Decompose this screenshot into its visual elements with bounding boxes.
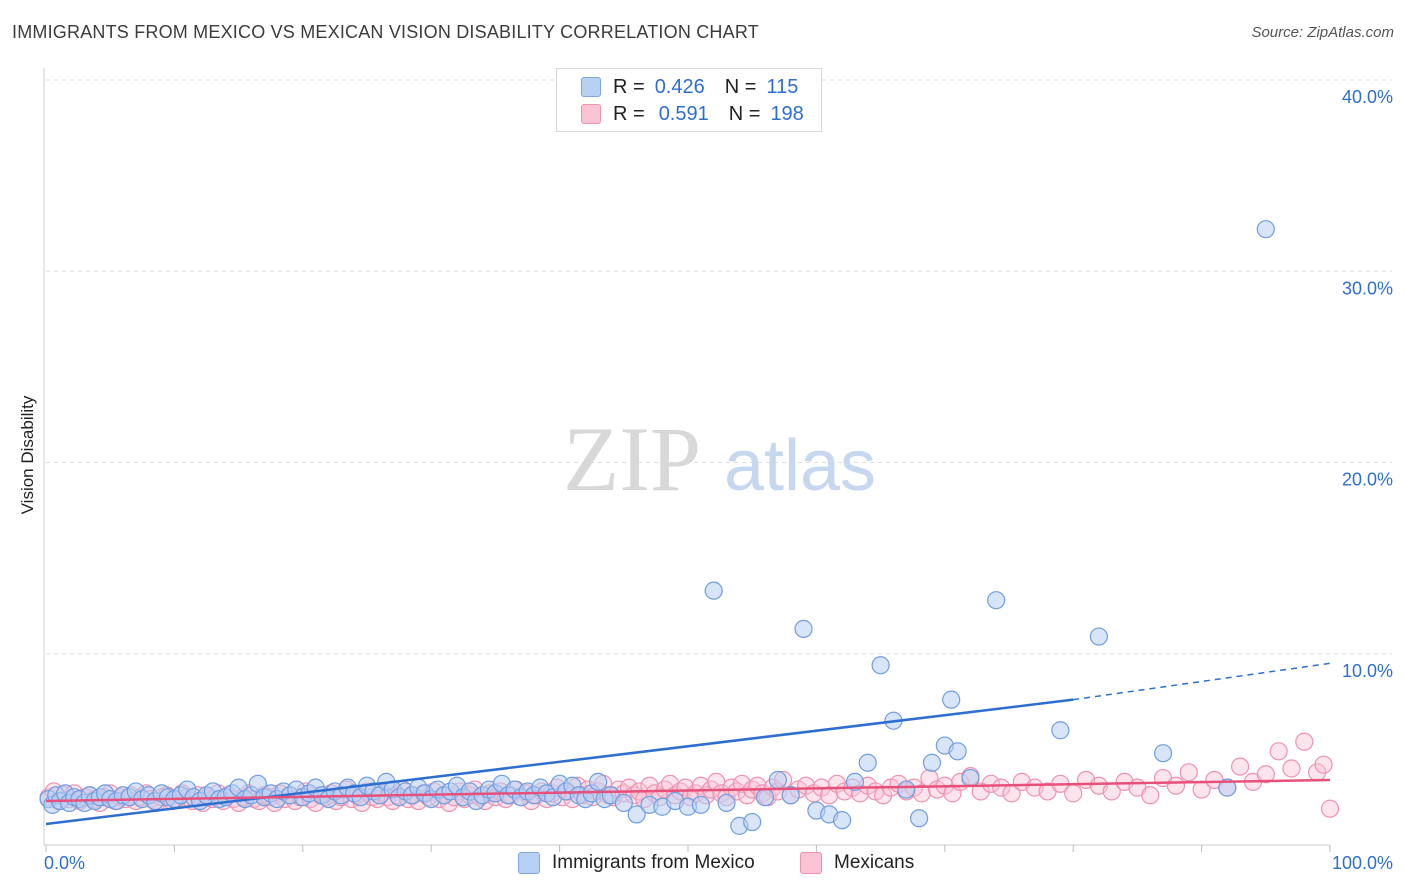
data-point-immigrants <box>922 753 942 772</box>
data-point-mexicans <box>676 778 695 797</box>
correlation-legend: R = 0.426 N = 115 R = 0.591 N = 198 <box>556 68 822 132</box>
bottom-legend-swatch-blue <box>518 852 540 874</box>
y-tick-label: 20.0% <box>1342 470 1393 490</box>
data-point-mexicans <box>732 774 752 793</box>
data-point-immigrants <box>1051 721 1070 740</box>
watermark-atlas: atlas <box>724 426 876 506</box>
trend-line-immigrants-extension <box>1073 662 1331 701</box>
data-point-mexicans <box>1314 755 1333 774</box>
data-point-mexicans <box>1166 776 1186 795</box>
data-point-immigrants <box>627 805 646 824</box>
data-point-immigrants <box>691 795 710 814</box>
data-point-mexicans <box>992 778 1011 797</box>
data-point-immigrants <box>704 581 723 600</box>
data-point-mexicans <box>1064 784 1083 803</box>
bottom-legend-label: Mexicans <box>834 852 915 873</box>
data-point-mexicans <box>1141 786 1160 805</box>
source-label: Source: ZipAtlas.com <box>1251 24 1394 41</box>
legend-r-label: R = <box>613 75 645 98</box>
data-point-immigrants <box>871 656 890 675</box>
legend-r-value: 0.426 <box>654 75 705 98</box>
data-point-mexicans <box>660 774 680 793</box>
data-point-immigrants <box>942 690 961 709</box>
data-point-immigrants <box>910 809 929 828</box>
data-point-immigrants <box>755 788 775 807</box>
grid-lines <box>46 79 1392 655</box>
x-tick-label: 100.0% <box>1332 853 1393 873</box>
legend-n-label: N = <box>728 102 761 125</box>
data-point-immigrants <box>743 812 762 832</box>
y-axis-label: Vision Disability <box>18 395 37 515</box>
data-point-immigrants <box>768 770 787 790</box>
data-point-immigrants <box>614 793 633 813</box>
bottom-legend-label: Immigrants from Mexico <box>552 852 755 873</box>
data-point-immigrants <box>589 772 608 791</box>
legend-swatch-pink <box>581 104 601 124</box>
axes <box>43 68 1331 852</box>
legend-row-immigrants: R = 0.426 N = 115 <box>581 74 798 100</box>
data-point-mexicans <box>1179 763 1198 782</box>
data-point-immigrants <box>845 772 865 791</box>
chart-title: IMMIGRANTS FROM MEXICO VS MEXICAN VISION… <box>12 22 759 42</box>
legend-n-value: 198 <box>770 102 804 125</box>
data-point-mexicans <box>1282 759 1301 778</box>
series-immigrants-from-mexico <box>39 220 1275 835</box>
data-point-immigrants <box>794 619 813 638</box>
data-point-mexicans <box>1256 765 1275 784</box>
watermark: ZIP atlas <box>563 408 876 510</box>
data-point-immigrants <box>897 780 916 799</box>
data-point-immigrants <box>832 811 852 830</box>
legend-r-label: R = <box>613 102 645 125</box>
bottom-legend-immigrants[interactable]: Immigrants from Mexico <box>518 852 755 874</box>
legend-r-value: 0.591 <box>658 102 709 125</box>
data-point-mexicans <box>1320 799 1340 818</box>
legend-row-mexicans: R = 0.591 N = 198 <box>581 101 804 127</box>
data-point-immigrants <box>717 793 736 813</box>
data-point-immigrants <box>987 591 1006 610</box>
data-point-mexicans <box>1231 757 1250 776</box>
data-point-immigrants <box>1256 220 1275 239</box>
data-point-immigrants <box>781 786 800 805</box>
trend-line-mexicans <box>45 778 1331 803</box>
y-tick-label: 10.0% <box>1342 661 1393 681</box>
data-point-mexicans <box>1295 732 1314 751</box>
data-point-immigrants <box>948 742 967 761</box>
data-point-immigrants <box>1089 627 1108 646</box>
bottom-legend-swatch-pink <box>800 852 822 874</box>
legend-swatch-blue <box>581 77 601 97</box>
y-tick-label: 30.0% <box>1342 278 1393 298</box>
data-point-mexicans <box>1269 742 1288 761</box>
data-point-immigrants <box>961 768 980 788</box>
data-point-immigrants <box>858 753 877 772</box>
x-tick-label: 0.0% <box>44 853 85 873</box>
data-point-mexicans <box>981 774 1001 793</box>
legend-n-value: 115 <box>766 75 799 98</box>
tick-labels: 10.0% 20.0% 30.0% 40.0% 0.0% 100.0% <box>44 87 1393 873</box>
y-tick-label: 40.0% <box>1342 87 1393 107</box>
watermark-zip: ZIP <box>563 408 701 510</box>
data-point-immigrants <box>1153 744 1173 763</box>
data-point-immigrants <box>1218 778 1237 797</box>
data-point-mexicans <box>797 776 816 795</box>
trend-lines <box>45 662 1331 826</box>
legend-n-label: N = <box>724 75 757 98</box>
trend-line-immigrants <box>45 698 1074 826</box>
bottom-legend-mexicans[interactable]: Mexicans <box>800 852 914 874</box>
data-point-mexicans <box>971 782 990 801</box>
